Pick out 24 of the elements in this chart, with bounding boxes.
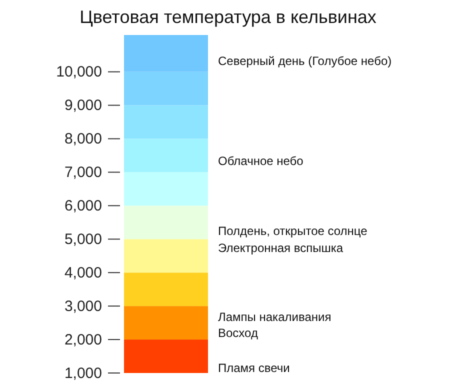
text: Пламя свечи <box>218 361 290 376</box>
y-tick-label: 5,000 <box>64 230 102 248</box>
bar <box>124 239 208 273</box>
bar <box>124 138 208 172</box>
text: Электронная вспышка <box>218 241 344 256</box>
y-tick-label: 3,000 <box>64 298 102 315</box>
y-tick-label: 9,000 <box>64 97 102 114</box>
text: Северный день (Голубое небо) <box>218 54 392 68</box>
text: Полдень, открытое солнце <box>218 224 368 238</box>
y-tick-label: 2,000 <box>64 331 102 348</box>
bar <box>124 272 208 306</box>
text: Лампы накаливания <box>218 310 332 324</box>
y-tick-label: 7,000 <box>64 164 102 182</box>
y-tick-label: 10,000 <box>56 64 102 81</box>
bar <box>124 105 208 139</box>
bar <box>124 172 208 206</box>
y-tick-label: 8,000 <box>64 130 102 148</box>
y-tick-label: 6,000 <box>64 197 102 214</box>
y-tick-label: 4,000 <box>64 264 102 282</box>
text: Облачное небо <box>218 154 304 168</box>
bar <box>124 206 208 240</box>
y-tick-label: 1,000 <box>64 364 102 382</box>
text: Восход <box>218 326 258 340</box>
chart-title: Цветовая температура в кельвинах <box>80 7 376 27</box>
